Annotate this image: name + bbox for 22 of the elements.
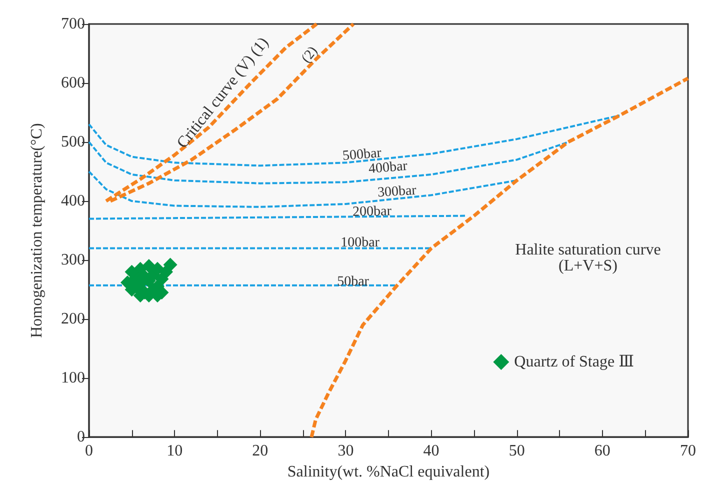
annotation: 300bar (377, 183, 418, 201)
annotation: 100bar (340, 236, 380, 250)
y-tick-label: 100 (61, 370, 85, 387)
y-tick-label: 500 (61, 134, 85, 151)
y-tick-label: 200 (61, 310, 85, 328)
y-axis-title: Homogenization temperature(°C) (28, 123, 46, 338)
x-tick-label: 70 (680, 442, 696, 460)
x-tick-label: 40 (423, 442, 440, 460)
x-tick-label: 10 (166, 442, 183, 460)
annotation: Halite saturation curve (L+V+S) (515, 242, 661, 274)
x-axis-title: Salinity(wt. %NaCl equivalent) (287, 464, 490, 480)
y-tick-label: 400 (61, 192, 85, 210)
x-tick-label: 60 (594, 442, 610, 460)
x-tick-label: 20 (252, 442, 268, 460)
y-tick-label: 0 (77, 428, 85, 446)
legend-label: Quartz of Stage Ⅲ (514, 354, 634, 370)
y-tick-label: 600 (61, 74, 85, 92)
y-tick-label: 700 (61, 16, 85, 32)
y-tick-label: 300 (61, 252, 85, 269)
annotation: (2) (299, 44, 322, 66)
x-tick-label: 30 (338, 442, 354, 460)
x-tick-label: 50 (508, 442, 525, 460)
